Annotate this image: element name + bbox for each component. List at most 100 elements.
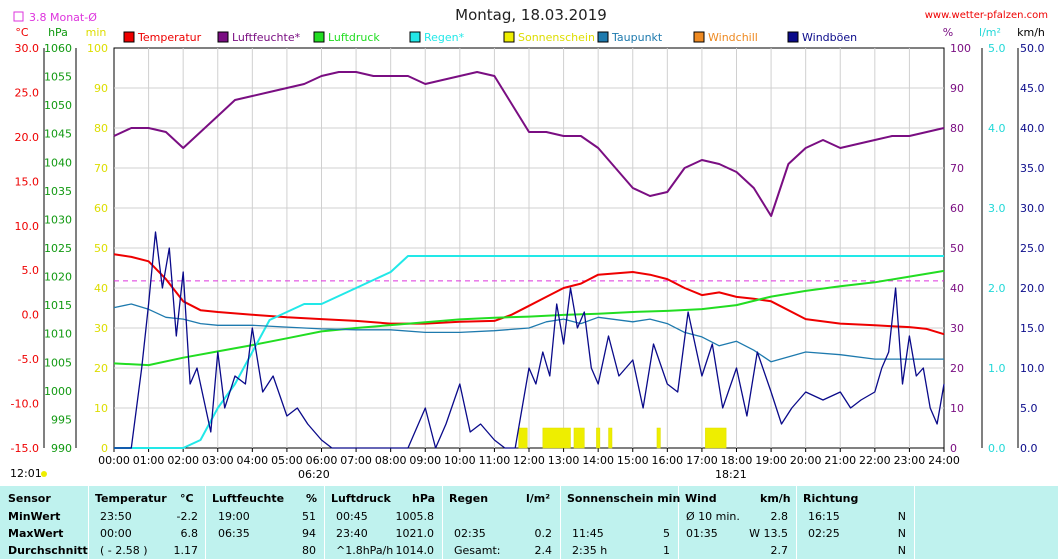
hpa-axis-tick-label: 1000: [44, 385, 72, 398]
stats-cell-press-time: 23:40: [336, 527, 368, 540]
x-tick-label: 14:00: [582, 454, 614, 467]
pct-axis-tick-label: 100: [950, 42, 971, 55]
x-tick-label: 19:00: [755, 454, 787, 467]
rain-axis-tick-label: 1.0: [988, 362, 1006, 375]
stats-cell-rain-val: 0.2: [534, 527, 553, 540]
min-axis-tick-label: 30: [94, 322, 108, 335]
pct-axis-tick-label: 30: [950, 322, 964, 335]
min-axis-tick-label: 80: [94, 122, 108, 135]
x-tick-label: 24:00: [928, 454, 960, 467]
legend-label: Luftfeuchte*: [232, 31, 301, 44]
x-tick-label: 07:00: [340, 454, 372, 467]
wind-axis-tick-label: 0.0: [1020, 442, 1038, 455]
sunshine-bar: [705, 427, 727, 449]
chart-title: Montag, 18.03.2019: [455, 6, 607, 24]
x-tick-label: 13:00: [548, 454, 580, 467]
temp-axis-tick-label: 0.0: [22, 309, 40, 322]
stats-cell-dir-time: 02:25: [808, 527, 840, 540]
x-tick-label: 01:00: [133, 454, 165, 467]
hpa-axis-tick-label: 1040: [44, 156, 72, 169]
stats-cell-temp-time: 00:00: [100, 527, 132, 540]
stats-row: MinWert 23:50 -2.2 19:00 51 00:45 1005.8 Ø 10 m…: [0, 510, 1058, 526]
weather-chart: 00:00 01:00 02:00 03:00 04:00 05:00 06:00 07:00…: [10, 6, 1048, 481]
min-axis-tick-label: 0: [101, 442, 108, 455]
hpa-axis-tick-label: 1055: [44, 71, 72, 84]
x-tick-label: 08:00: [375, 454, 407, 467]
x-tick-label: 00:00: [98, 454, 130, 467]
sun-icon: [41, 471, 47, 477]
wind-axis-tick-label: 25.0: [1020, 242, 1045, 255]
wind-axis-tick-label: 15.0: [1020, 322, 1045, 335]
wind-axis-tick-label: 35.0: [1020, 162, 1045, 175]
avg-marker-label: 3.8 Monat-Ø: [29, 11, 97, 24]
legend-swatch: [123, 31, 135, 43]
x-tick-label: 03:00: [202, 454, 234, 467]
sunset-label: 18:21: [715, 468, 747, 481]
x-tick-label: 20:00: [790, 454, 822, 467]
stats-row: MaxWert 00:00 6.8 06:35 94 23:40 1021.0 02:35 0.…: [0, 527, 1058, 543]
hpa-axis-tick-label: 1015: [44, 299, 72, 312]
wind-axis-tick-label: 30.0: [1020, 202, 1045, 215]
x-tick-label: 22:00: [859, 454, 891, 467]
hdr-sun: Sonnenschein min: [567, 492, 681, 505]
wind-axis-tick-label: 45.0: [1020, 82, 1045, 95]
sunshine-bar: [608, 427, 613, 449]
wind-axis-tick-label: 10.0: [1020, 362, 1045, 375]
stats-cell-press-time: 00:45: [336, 510, 368, 523]
axes: 00:00 01:00 02:00 03:00 04:00 05:00 06:00 07:00…: [11, 26, 1045, 467]
stats-cell-label: MaxWert: [8, 527, 64, 540]
temp-axis-tick-label: 20.0: [15, 131, 40, 144]
temp-axis-tick-label: -10.0: [11, 398, 39, 411]
hpa-axis-tick-label: 1050: [44, 99, 72, 112]
hdr-press: Luftdruck: [331, 492, 391, 505]
stats-cell-sun-val: 5: [663, 527, 670, 540]
stats-cell-wind-val: 2.8: [770, 510, 789, 523]
x-tick-label: 05:00: [271, 454, 303, 467]
stats-table: Sensor Temperatur °C Luftfeuchte % Luftd…: [0, 486, 1058, 559]
legend: Temperatur Luftfeuchte* Luftdruck Regen* Son…: [123, 31, 857, 44]
x-tick-label: 21:00: [824, 454, 856, 467]
sunshine-bar: [573, 427, 585, 449]
stats-cell-temp-time: 23:50: [100, 510, 132, 523]
stats-cell-rain-time: Gesamt:: [454, 544, 501, 557]
stats-cell-temp-time: ( - 2.58 ): [100, 544, 148, 557]
series-humidity: [113, 71, 945, 217]
wind-axis-tick-label: 20.0: [1020, 282, 1045, 295]
x-tick-label: 15:00: [617, 454, 649, 467]
series-pressure: [113, 269, 945, 367]
stats-row: Durchschnitt ( - 2.58 ) 1.17 80 ^1.8hPa/h 101…: [0, 544, 1058, 560]
x-tick-label: 17:00: [686, 454, 718, 467]
legend-label: Windböen: [802, 31, 857, 44]
legend-swatch: [409, 31, 421, 43]
hdr-wind: Wind: [685, 492, 717, 505]
legend-swatch: [693, 31, 705, 43]
min-axis-tick-label: 20: [94, 362, 108, 375]
wind-unit: km/h: [1017, 26, 1045, 39]
min-axis-tick-label: 60: [94, 202, 108, 215]
rain-unit: l/m²: [979, 26, 1001, 39]
legend-label: Taupunkt: [611, 31, 663, 44]
rain-axis-tick-label: 3.0: [988, 202, 1006, 215]
stats-cell-wind-time: 01:35: [686, 527, 718, 540]
series-temperature: [113, 253, 945, 336]
min-axis-tick-label: 100: [87, 42, 108, 55]
stats-cell-temp-val: 1.17: [173, 544, 199, 557]
stats-cell-label: Durchschnitt: [8, 544, 88, 557]
stats-cell-rain-val: 2.4: [534, 544, 553, 557]
hpa-unit: hPa: [48, 26, 68, 39]
legend-label: Temperatur: [137, 31, 202, 44]
stats-cell-dir-time: 16:15: [808, 510, 840, 523]
hdr-dir: Richtung: [803, 492, 859, 505]
x-tick-label: 23:00: [894, 454, 926, 467]
legend-swatch: [503, 31, 515, 43]
stats-cell-rain-time: 02:35: [454, 527, 486, 540]
pct-unit: %: [943, 26, 953, 39]
temp-axis-tick-label: 10.0: [15, 220, 40, 233]
hpa-axis-tick-label: 990: [51, 442, 72, 455]
hpa-axis-tick-label: 1045: [44, 128, 72, 141]
avg-marker-box: [13, 11, 24, 22]
sunshine-bar: [518, 427, 528, 449]
stats-cell-press-val: 1005.8: [395, 510, 435, 523]
stats-cell-temp-val: -2.2: [176, 510, 198, 523]
legend-label: Luftdruck: [328, 31, 380, 44]
